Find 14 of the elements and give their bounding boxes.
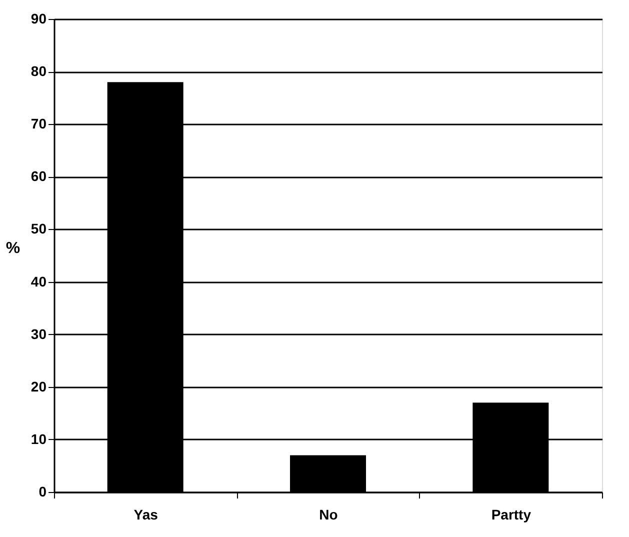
x-tick-label: No — [319, 506, 338, 522]
y-tick-label: 90 — [30, 10, 47, 26]
y-tick-label: 50 — [30, 220, 47, 237]
x-tick-label: Yas — [134, 506, 158, 522]
y-tick-label: 0 — [38, 484, 47, 500]
y-tick-label: 30 — [30, 326, 47, 342]
y-tick-label: 80 — [30, 63, 47, 80]
y-tick-label: 20 — [30, 378, 47, 394]
y-tick-label: 70 — [30, 116, 47, 132]
y-axis-title: % — [6, 240, 20, 257]
y-tick-label: 10 — [30, 430, 47, 447]
y-tick-label: 60 — [30, 168, 47, 184]
y-tick-label: 40 — [30, 273, 47, 290]
x-tick-label: Partty — [491, 506, 532, 522]
